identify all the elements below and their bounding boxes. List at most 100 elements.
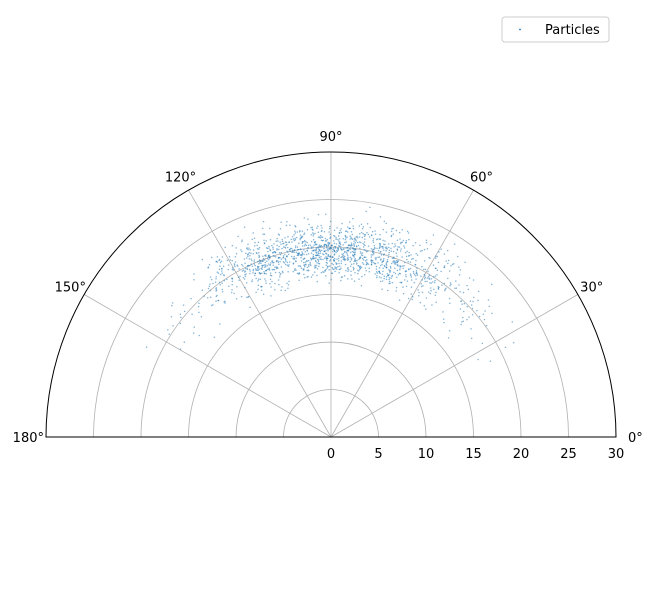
particle-point xyxy=(210,304,213,307)
particle-point xyxy=(374,230,376,232)
particle-point xyxy=(397,273,400,276)
particle-point xyxy=(460,300,462,303)
particle-point xyxy=(216,271,219,273)
particle-point xyxy=(457,255,459,258)
particle-point xyxy=(303,261,305,264)
particle-point xyxy=(358,258,360,261)
particle-point xyxy=(263,272,266,275)
particle-point xyxy=(381,288,383,290)
particle-point xyxy=(354,237,356,239)
particle-point xyxy=(264,261,267,264)
particle-point xyxy=(337,235,340,237)
particle-point xyxy=(376,238,378,241)
particle-point xyxy=(360,284,363,287)
particle-point xyxy=(328,248,331,250)
particle-point xyxy=(365,256,367,259)
particle-point xyxy=(370,256,373,258)
particle-point xyxy=(407,232,410,234)
particle-point xyxy=(428,278,431,280)
particle-point xyxy=(326,262,329,264)
particle-point xyxy=(392,233,395,235)
particle-point xyxy=(423,268,425,271)
particle-point xyxy=(436,274,438,276)
particle-point xyxy=(276,237,278,240)
particle-point xyxy=(282,255,285,257)
particle-point xyxy=(477,299,479,302)
particle-point xyxy=(393,271,395,274)
particle-point xyxy=(447,262,449,265)
particle-point xyxy=(316,280,319,283)
particle-point xyxy=(366,259,368,261)
particle-point xyxy=(294,245,297,247)
particle-point xyxy=(405,285,408,288)
particle-point xyxy=(293,249,296,251)
particle-point xyxy=(332,240,335,242)
radial-tick-labels: 0 5 10 15 20 25 30 xyxy=(327,447,624,462)
particle-point xyxy=(209,296,212,299)
particle-point xyxy=(337,260,340,262)
particle-point xyxy=(360,231,363,234)
particle-point xyxy=(304,277,306,279)
particle-point xyxy=(244,275,247,278)
particle-point xyxy=(256,248,259,250)
particle-point xyxy=(301,254,303,257)
particle-point xyxy=(394,243,396,245)
particle-point xyxy=(406,280,409,282)
particle-point xyxy=(208,285,211,288)
particle-point xyxy=(296,246,299,248)
particle-point xyxy=(272,248,274,250)
particle-point xyxy=(350,274,352,276)
particle-point xyxy=(262,220,265,223)
particle-point xyxy=(432,264,435,266)
particle-point xyxy=(266,247,269,250)
particle-point xyxy=(350,231,353,233)
particle-point xyxy=(266,257,269,260)
particle-point xyxy=(339,243,342,246)
particle-point xyxy=(273,250,275,253)
particle-point xyxy=(263,264,266,266)
particle-point xyxy=(390,230,393,233)
legend: Particles xyxy=(501,16,610,43)
particle-point xyxy=(488,305,490,307)
particle-point xyxy=(317,252,320,255)
particle-point xyxy=(323,230,326,233)
particle-point xyxy=(320,272,323,274)
particle-point xyxy=(335,262,337,264)
particle-point xyxy=(207,266,210,268)
particle-point xyxy=(303,265,306,268)
particle-point xyxy=(354,249,356,251)
particle-point xyxy=(377,249,380,252)
particle-point xyxy=(354,238,357,241)
particle-point xyxy=(255,277,257,280)
particle-point xyxy=(215,278,217,280)
particle-point xyxy=(371,249,374,252)
particle-point xyxy=(415,272,417,275)
particle-point xyxy=(338,262,340,265)
particle-point xyxy=(232,269,235,271)
particle-point xyxy=(370,234,373,236)
particle-point xyxy=(145,346,148,348)
particle-point xyxy=(299,254,302,256)
particle-point xyxy=(347,231,349,233)
particle-point xyxy=(383,243,385,245)
particle-point xyxy=(327,247,329,250)
particle-point xyxy=(415,278,417,280)
particle-point xyxy=(342,238,344,240)
particle-point xyxy=(355,245,358,247)
particle-point xyxy=(273,243,275,245)
particle-point xyxy=(284,241,287,243)
particle-point xyxy=(360,266,363,269)
particle-point xyxy=(337,257,340,260)
particle-point xyxy=(346,226,349,228)
particle-point xyxy=(363,244,365,246)
particle-point xyxy=(273,255,276,258)
particle-point xyxy=(304,251,307,253)
particle-point xyxy=(291,235,294,238)
particle-point xyxy=(223,279,226,282)
particle-point xyxy=(402,267,404,270)
particle-point xyxy=(206,297,209,299)
particle-point xyxy=(313,271,316,273)
particle-point xyxy=(312,253,315,256)
particle-point xyxy=(277,240,279,242)
particle-point xyxy=(168,333,170,335)
